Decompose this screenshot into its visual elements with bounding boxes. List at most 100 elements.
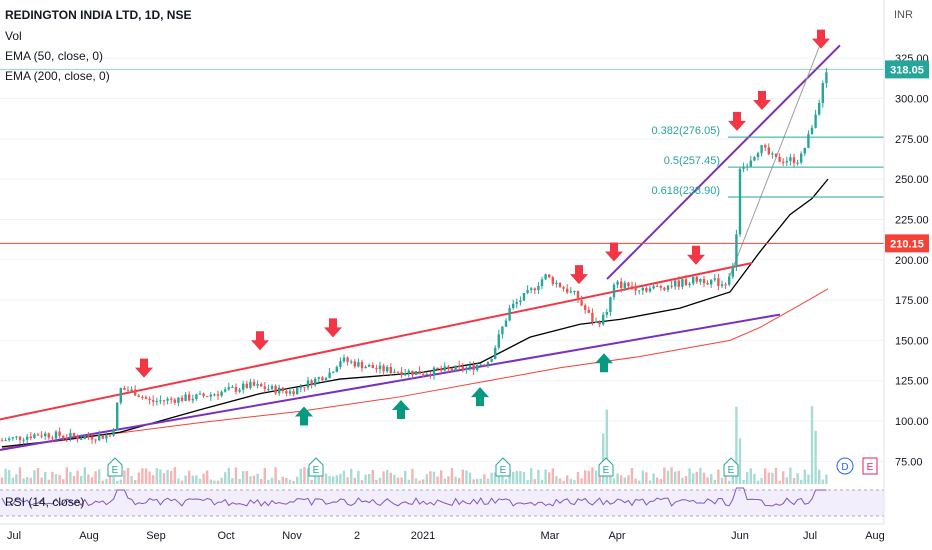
candle <box>810 127 814 135</box>
candle <box>40 435 43 437</box>
candle <box>792 157 796 164</box>
volume-bar <box>400 477 403 484</box>
candle <box>332 371 335 373</box>
candle <box>749 160 752 167</box>
volume-bar <box>303 467 306 484</box>
volume-bar <box>807 474 810 484</box>
volume-bar <box>44 471 47 484</box>
candle <box>407 370 410 374</box>
volume-bar <box>670 467 673 484</box>
volume-bar <box>80 475 83 484</box>
volume-bar <box>267 479 270 484</box>
candle <box>234 387 238 392</box>
sell-arrow-icon <box>687 245 705 265</box>
volume-bar <box>278 480 281 484</box>
volume-bar <box>188 470 191 484</box>
volume-bar <box>540 479 544 484</box>
candle <box>350 361 353 363</box>
legend-ema50[interactable]: EMA (50, close, 0) <box>5 49 104 63</box>
candle <box>656 285 659 287</box>
volume-bar <box>551 468 554 484</box>
volume-bar <box>814 430 817 484</box>
candle <box>638 290 641 292</box>
volume-bar <box>206 470 209 484</box>
candle <box>576 291 580 301</box>
candle <box>87 436 90 438</box>
volume-bar <box>566 475 569 484</box>
candle <box>310 380 313 386</box>
volume-bar <box>306 468 310 484</box>
candle <box>620 281 623 289</box>
candle <box>72 432 76 437</box>
candle <box>249 381 252 389</box>
buy-arrow-icon <box>295 406 313 426</box>
candle <box>364 366 367 369</box>
volume-bar <box>764 468 767 484</box>
candle <box>44 433 47 437</box>
volume-bar <box>249 476 252 484</box>
volume-bar <box>429 471 432 484</box>
sell-arrow-icon <box>324 318 342 338</box>
candle <box>389 367 392 373</box>
candle <box>677 280 680 287</box>
candle <box>69 432 72 438</box>
legend-ema200[interactable]: EMA (200, close, 0) <box>5 69 110 83</box>
legend-vol[interactable]: Vol <box>5 29 22 43</box>
candle <box>584 305 587 310</box>
volume-bar <box>389 472 392 484</box>
candle <box>501 326 504 335</box>
rsi-legend[interactable]: RSI (14, close) <box>5 495 85 509</box>
volume-bar <box>58 474 61 484</box>
candle <box>684 279 688 286</box>
volume-bar <box>461 469 464 484</box>
volume-bar <box>702 472 706 484</box>
candle <box>760 145 763 154</box>
volume-bar <box>494 472 497 484</box>
volume-bar <box>263 468 266 484</box>
volume-bar <box>468 472 472 484</box>
volume-bar <box>782 471 785 484</box>
volume-bar <box>504 479 508 484</box>
x-tick-label: Oct <box>217 530 234 542</box>
volume-bar <box>533 479 536 484</box>
volume-bar <box>371 469 374 484</box>
candle <box>270 385 274 389</box>
volume-bar <box>137 472 140 484</box>
candle <box>544 274 547 280</box>
volume-bar <box>537 469 540 484</box>
candle <box>648 288 652 292</box>
volume-bar <box>202 473 205 484</box>
earnings-label: E <box>500 465 507 476</box>
candle <box>789 157 792 161</box>
candle <box>713 278 716 280</box>
candle <box>465 367 468 370</box>
candle <box>198 393 202 395</box>
candle <box>141 396 144 398</box>
x-tick-label: Sep <box>146 530 166 542</box>
candle <box>728 276 731 285</box>
candle <box>119 387 122 403</box>
volume-bar <box>526 480 529 484</box>
earnings-marker <box>723 457 739 477</box>
candle <box>710 279 713 285</box>
candle <box>814 114 817 128</box>
fib-level-label: 0.382(276.05) <box>652 125 721 137</box>
volume-bar <box>144 468 148 484</box>
dividend-label: D <box>841 462 848 473</box>
candle <box>630 286 634 288</box>
volume-bar <box>720 477 724 484</box>
candle <box>15 436 18 438</box>
volume-bar <box>598 476 601 484</box>
volume-bar <box>328 476 331 484</box>
candle <box>94 439 97 441</box>
candle <box>108 435 112 437</box>
volume-bar <box>447 476 450 484</box>
volume-bar <box>101 480 104 484</box>
candle <box>83 436 86 439</box>
volume-bar <box>404 470 407 484</box>
candle <box>51 437 54 439</box>
volume-bar <box>238 478 241 484</box>
candle <box>641 288 644 291</box>
candle <box>18 436 22 440</box>
